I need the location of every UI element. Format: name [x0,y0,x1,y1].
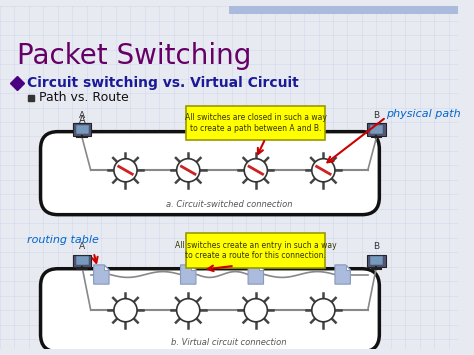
Text: Packet Switching: Packet Switching [18,42,252,70]
Circle shape [114,159,137,182]
Text: A: A [79,115,85,125]
Polygon shape [346,265,350,270]
FancyBboxPatch shape [75,125,89,134]
Polygon shape [335,265,350,284]
FancyBboxPatch shape [41,269,379,352]
Circle shape [114,299,137,322]
FancyBboxPatch shape [186,233,325,268]
Text: All switches create an entry in such a way
to create a route for this connection: All switches create an entry in such a w… [175,241,337,260]
FancyBboxPatch shape [229,6,457,14]
Text: routing table: routing table [27,235,99,245]
Polygon shape [181,265,196,284]
FancyBboxPatch shape [41,132,379,215]
FancyBboxPatch shape [367,124,386,136]
Polygon shape [248,265,264,284]
Text: Circuit switching vs. Virtual Circuit: Circuit switching vs. Virtual Circuit [27,76,299,91]
Text: All switches are closed in such a way
to create a path between A and B.: All switches are closed in such a way to… [185,113,327,133]
Text: B: B [374,242,380,251]
Circle shape [244,299,267,322]
Polygon shape [104,265,109,270]
Text: A: A [79,111,85,120]
Text: b. Virtual circuit connection: b. Virtual circuit connection [171,338,286,346]
Circle shape [177,159,200,182]
Text: A: A [79,242,85,251]
FancyBboxPatch shape [73,124,91,136]
Polygon shape [94,265,109,284]
Polygon shape [259,265,264,270]
FancyBboxPatch shape [367,255,386,267]
Circle shape [244,159,267,182]
Text: physical path: physical path [386,109,461,119]
Circle shape [177,299,200,322]
FancyBboxPatch shape [73,255,91,267]
Circle shape [312,299,335,322]
Text: B: B [374,111,380,120]
FancyBboxPatch shape [186,105,325,140]
Polygon shape [191,265,196,270]
FancyBboxPatch shape [75,256,89,265]
FancyBboxPatch shape [370,256,383,265]
Circle shape [312,159,335,182]
FancyBboxPatch shape [370,125,383,134]
Text: a. Circuit-switched connection: a. Circuit-switched connection [165,200,292,208]
Text: Path vs. Route: Path vs. Route [38,91,128,104]
